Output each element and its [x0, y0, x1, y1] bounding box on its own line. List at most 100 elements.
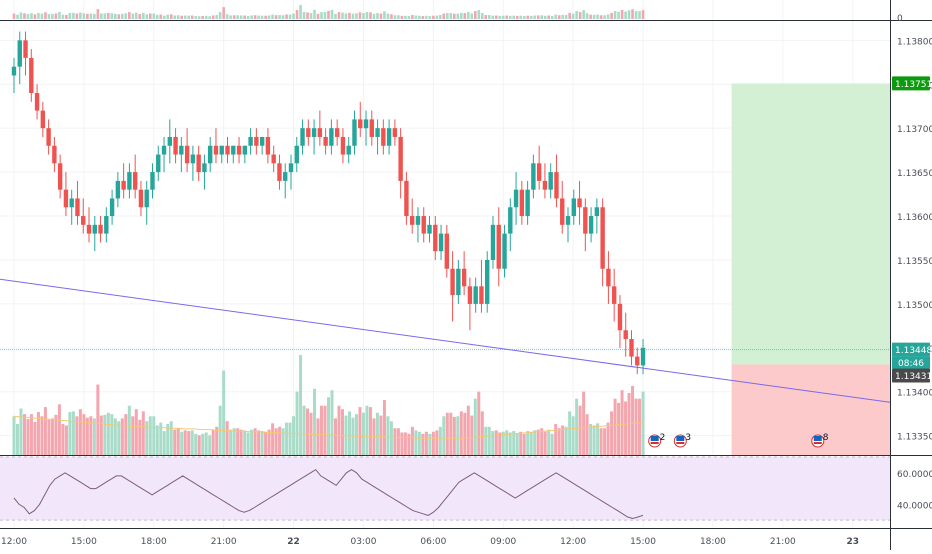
candles: [11, 31, 646, 375]
volume-bar-147: [526, 431, 530, 455]
candle-body-56: [334, 128, 340, 137]
top-volume-bar-54: [201, 16, 204, 19]
candle-body-11: [75, 198, 80, 217]
volume-bar-83: [302, 405, 306, 455]
top-volume-bar-149: [533, 15, 536, 19]
top-volume-bar-27: [107, 13, 110, 19]
volume-bar-138: [494, 430, 498, 455]
top-volume-bar-66: [243, 15, 246, 19]
top-volume-bar-134: [480, 12, 484, 19]
volume-bar-60: [222, 370, 226, 455]
rsi-band: [0, 457, 890, 521]
candle-body-19: [121, 180, 126, 190]
top-volume-bar-42: [159, 14, 163, 19]
top-volume-bar-21: [86, 13, 89, 19]
top-volume-bar-25: [100, 13, 103, 19]
volume-bar-82: [299, 355, 303, 455]
candle-body-75: [444, 233, 450, 269]
trend-line[interactable]: [0, 278, 891, 403]
time-axis[interactable]: 12:00 15:00 18:00 21:00 22 03:00 06:00 09:00 12:…: [1, 537, 859, 547]
top-volume-bar-143: [512, 15, 516, 19]
top-volume-bar-144: [515, 15, 519, 19]
volume-bar-36: [138, 419, 142, 455]
top-volume-bar-158: [564, 15, 568, 19]
volume-bar-153: [547, 429, 551, 455]
candle-body-82: [485, 259, 490, 304]
volume-bar-131: [470, 415, 474, 455]
top-volume-bar-139: [498, 15, 502, 19]
volume-bar-16: [68, 412, 72, 455]
top-volume-bar-118: [425, 15, 428, 19]
event-flag-stripe-2: [813, 442, 822, 444]
volume-bar-143: [512, 431, 516, 455]
time-tick-label-6: 06:00: [420, 537, 446, 547]
top-volume-bar-120: [432, 15, 435, 19]
top-volume-bar-45: [169, 14, 173, 19]
candle-body-51: [306, 128, 311, 137]
top-volume-bar-170: [606, 14, 610, 19]
top-volume-bar-171: [610, 12, 613, 19]
top-volume-bar-68: [250, 15, 253, 19]
rsi-pane: 60.0000 40.0000: [0, 456, 932, 521]
candle-body-97: [571, 198, 576, 217]
candle-body-5: [40, 110, 46, 129]
top-volume-bar-174: [620, 9, 624, 19]
candle-body-94: [554, 172, 559, 199]
top-volume-bar-155: [554, 14, 557, 19]
volume-bar-119: [428, 433, 432, 455]
volume-bar-98: [354, 414, 358, 455]
volume-bar-145: [519, 431, 523, 455]
top-volume-bar-128: [460, 12, 463, 19]
candle-body-24: [150, 172, 155, 190]
volume-bar-133: [477, 391, 481, 455]
candle-body-3: [29, 57, 34, 94]
top-volume-bar-162: [578, 12, 582, 19]
top-volume-bar-151: [540, 15, 543, 19]
top-volume-bar-179: [638, 11, 641, 19]
volume-bar-130: [466, 405, 470, 455]
candle-body-107: [629, 339, 634, 357]
top-volume-bar-76: [278, 15, 281, 19]
volume-bar-54: [201, 433, 205, 455]
price-tick-label-6: 1.13500: [897, 301, 932, 311]
candle-body-42: [254, 136, 259, 146]
price-axis[interactable]: 1.138001.137501.137001.136501.136001.135…: [892, 14, 932, 443]
top-volume-bar-63: [232, 15, 236, 19]
top-volume-bar-116: [418, 15, 421, 19]
volume-bar-164: [585, 414, 589, 455]
candle-body-109: [640, 347, 646, 366]
candle-body-40: [242, 145, 248, 155]
candle-body-12: [81, 216, 86, 225]
time-tick-label-3: 21:00: [211, 537, 237, 547]
top-volume-bar-166: [592, 14, 596, 19]
candle-body-30: [184, 145, 190, 164]
volume-bar-48: [180, 431, 184, 455]
top-volume-bar-73: [267, 15, 271, 19]
candle-body-35: [213, 145, 219, 155]
top-volume-bar-59: [218, 12, 222, 19]
top-volume-bar-154: [550, 16, 554, 19]
volume-bar-47: [176, 428, 180, 455]
top-volume-bar-80: [292, 13, 295, 19]
top-volume-bar-17: [72, 12, 75, 19]
volume-zero-label: 0: [897, 14, 903, 24]
volume-bar-34: [131, 416, 135, 455]
candle-body-103: [606, 268, 611, 287]
candle-body-37: [225, 145, 230, 155]
volume-bar-75: [274, 428, 278, 455]
countdown-box: [892, 356, 930, 369]
volume-bar-27: [106, 412, 110, 455]
volume-bar-46: [173, 429, 177, 455]
event-flag-stripe-0: [650, 442, 659, 444]
candle-body-0: [11, 66, 17, 76]
candle-body-72: [427, 224, 432, 234]
top-volume-bar-83: [302, 12, 306, 19]
top-volume-bar-5: [30, 13, 33, 19]
volume-bar-167: [596, 423, 600, 455]
candle-body-9: [63, 189, 69, 208]
position-tool[interactable]: [0, 83, 890, 455]
candle-body-31: [190, 154, 196, 164]
volume-bar-92: [333, 418, 337, 455]
volume-bar-7: [36, 412, 40, 455]
